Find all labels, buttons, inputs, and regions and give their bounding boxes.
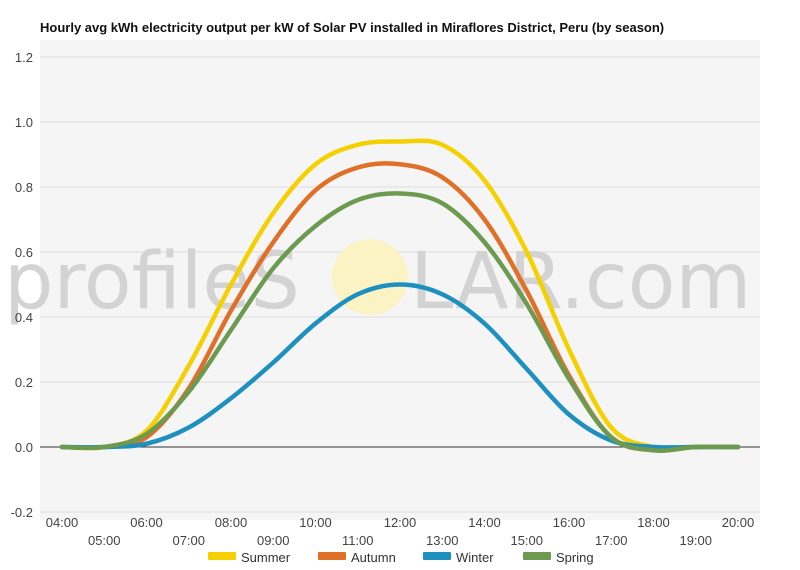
data-point-winter[interactable] [483,322,487,326]
series-lines [59,138,741,453]
data-point-winter[interactable] [229,396,233,400]
data-point-spring[interactable] [60,445,64,449]
data-point-spring[interactable] [271,266,275,270]
x-tick-label: 14:00 [468,515,501,530]
legend: Summer Autumn Winter Spring [208,550,594,565]
axes: -0.2 0.0 0.2 0.4 0.6 0.8 1.0 1.2 04:00 05:00 06:00… [11,50,760,548]
y-tick-label: 0.6 [15,245,33,260]
data-point-summer[interactable] [314,162,318,166]
data-point-spring[interactable] [229,328,233,332]
chart-title: Hourly avg kWh electricity output per kW… [40,20,665,35]
data-point-summer[interactable] [609,426,613,430]
data-point-winter[interactable] [271,361,275,365]
legend-swatch-spring[interactable] [523,552,551,560]
x-tick-label: 11:00 [342,533,374,548]
data-point-spring[interactable] [483,240,487,244]
data-point-spring[interactable] [187,390,191,394]
data-point-autumn[interactable] [398,162,402,166]
data-point-winter[interactable] [356,292,360,296]
data-point-spring[interactable] [356,198,360,202]
y-tick-label: -0.2 [11,505,33,520]
legend-label-spring[interactable]: Spring [556,550,594,565]
data-point-spring[interactable] [314,224,318,228]
data-point-spring[interactable] [652,448,656,452]
y-tick-label: 0.8 [15,180,33,195]
x-tick-label: 16:00 [553,515,586,530]
x-tick-label: 19:00 [679,533,712,548]
legend-label-autumn[interactable]: Autumn [351,550,396,565]
data-point-winter[interactable] [525,367,529,371]
series-line-summer [59,138,741,451]
y-tick-label: 0.4 [15,310,33,325]
data-point-summer[interactable] [229,283,233,287]
data-point-spring[interactable] [102,445,106,449]
x-tick-label: 12:00 [384,515,417,530]
x-tick-label: 20:00 [722,515,755,530]
data-point-summer[interactable] [483,179,487,183]
data-point-spring[interactable] [694,445,698,449]
x-tick-label: 17:00 [595,533,628,548]
x-tick-label: 08:00 [215,515,248,530]
x-tick-label: 04:00 [46,515,79,530]
x-tick-label: 10:00 [299,515,332,530]
data-point-spring[interactable] [145,432,149,436]
watermark-right-text: LAR.com [410,237,751,327]
legend-swatch-summer[interactable] [208,552,236,560]
data-point-winter[interactable] [187,426,191,430]
legend-label-winter[interactable]: Winter [456,550,494,565]
data-point-spring[interactable] [609,435,613,439]
x-tick-label: 15:00 [510,533,543,548]
legend-label-summer[interactable]: Summer [241,550,291,565]
data-point-spring[interactable] [440,201,444,205]
data-point-winter[interactable] [440,292,444,296]
data-point-summer[interactable] [398,140,402,144]
data-point-autumn[interactable] [271,240,275,244]
x-tick-label: 05:00 [88,533,121,548]
data-point-summer[interactable] [567,348,571,352]
data-point-winter[interactable] [398,283,402,287]
y-tick-label: 1.0 [15,115,33,130]
data-point-autumn[interactable] [525,289,529,293]
data-point-spring[interactable] [525,302,529,306]
data-point-spring[interactable] [398,192,402,196]
data-point-summer[interactable] [187,364,191,368]
series-line-spring [59,191,741,453]
data-point-summer[interactable] [271,211,275,215]
y-tick-label: 1.2 [15,50,33,65]
data-point-autumn[interactable] [229,309,233,313]
data-point-winter[interactable] [567,413,571,417]
data-point-winter[interactable] [314,322,318,326]
watermark: profileS LAR.com [4,237,751,327]
data-point-autumn[interactable] [440,175,444,179]
data-point-autumn[interactable] [314,188,318,192]
data-point-spring[interactable] [736,445,740,449]
y-tick-label: 0.0 [15,440,33,455]
x-tick-label: 18:00 [637,515,670,530]
watermark-left-text: profileS [4,237,300,327]
data-point-summer[interactable] [440,143,444,147]
legend-swatch-winter[interactable] [423,552,451,560]
data-point-autumn[interactable] [483,218,487,222]
x-tick-label: 13:00 [426,533,459,548]
data-point-spring[interactable] [567,377,571,381]
x-tick-label: 07:00 [172,533,205,548]
x-tick-label: 06:00 [130,515,163,530]
data-point-winter[interactable] [145,442,149,446]
data-point-summer[interactable] [356,143,360,147]
x-tick-label: 09:00 [257,533,290,548]
data-point-autumn[interactable] [356,166,360,170]
legend-swatch-autumn[interactable] [318,552,346,560]
y-tick-label: 0.2 [15,375,33,390]
data-point-summer[interactable] [525,250,529,254]
gridlines [40,56,760,513]
